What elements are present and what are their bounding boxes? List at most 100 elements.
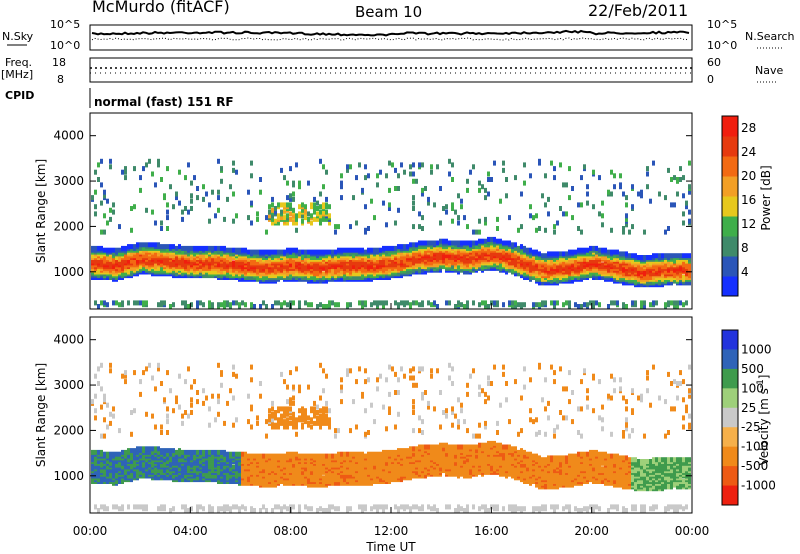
power-cell [175,245,178,251]
velocity-cell [214,449,217,455]
power-cell [256,216,259,222]
power-cell [172,302,175,308]
power-cell [367,226,370,231]
velocity-cell [253,508,256,513]
power-cell [373,247,376,253]
velocity-cell [91,449,94,455]
power-cell [379,258,382,264]
power-cell [421,187,424,193]
power-cell [133,244,136,250]
velocity-cell [145,411,148,417]
velocity-cell [220,370,223,376]
power-cell [298,211,301,217]
power-colorbar-tick: 4 [741,265,749,279]
power-cell [160,244,163,250]
power-cell [328,213,331,219]
power-cell [529,213,532,219]
power-cell [322,164,325,170]
nsearch-tick-bottom: 10^0 [707,39,737,52]
power-cell [277,220,280,226]
velocity-cell [103,417,106,423]
power-cell [166,166,169,172]
power-cell [460,204,463,210]
power-cell [289,247,292,253]
power-cell [523,180,526,186]
velocity-cell [175,449,178,455]
power-cell [451,162,454,168]
power-cell [412,178,415,184]
velocity-cell [142,370,145,376]
velocity-cell [229,506,232,512]
power-cell [106,198,109,204]
power-cell [496,226,499,231]
power-cell [160,177,163,182]
velocity-cell [190,410,193,415]
power-cell [565,300,568,306]
power-cell [586,247,589,253]
velocity-cell [181,413,184,419]
power-cell [328,204,331,210]
power-cell [247,215,250,221]
power-cell [175,271,178,277]
power-cell [427,240,430,246]
power-cell [322,271,325,277]
power-cell [385,173,388,179]
power-cell [595,300,598,306]
power-cell [103,189,106,195]
power-cell [208,202,211,208]
power-cell [556,300,559,306]
power-cell [361,300,364,306]
power-cell [325,196,328,202]
velocity-cell [199,504,202,510]
power-cell [340,269,343,275]
power-cell [598,175,601,181]
noise-panel: N.Sky 10^5 10^0 10^5 10^0 N.Search [2,18,795,52]
power-cell [130,244,133,250]
velocity-cell [217,506,220,512]
power-cell [295,247,298,253]
power-cell [322,249,325,255]
power-cell [310,202,313,208]
beam-title: Beam 10 [355,3,422,21]
power-cell [190,180,193,186]
velocity-cell [166,406,169,412]
power-cell [487,171,490,177]
power-cell [553,251,556,257]
power-cell [580,304,583,309]
power-cell [226,196,229,202]
power-cell [376,253,379,259]
velocity-cell [163,397,166,403]
velocity-cell [247,393,250,399]
power-cell [364,164,367,170]
velocity-cell [130,410,133,415]
power-cell [205,245,208,251]
power-cell [679,253,682,259]
power-cell [196,304,199,309]
power-cell [115,258,118,264]
power-cell [274,206,277,211]
power-cell [472,164,475,170]
velocity-cell [211,393,214,399]
power-cell [403,169,406,175]
power-cell [412,300,415,306]
velocity-cell [235,373,238,379]
power-cell [163,193,166,199]
velocity-cell [181,504,184,510]
power-cell [346,302,349,308]
power-cell [274,209,277,215]
power-cell [670,300,673,306]
power-cell [547,251,550,257]
power-cell [562,302,565,308]
power-cell [637,191,640,197]
power-cell [613,249,616,255]
power-cell [259,304,262,309]
power-cell [217,302,220,308]
power-cell [295,213,298,219]
power-cell [298,300,301,306]
power-cell [223,245,226,251]
power-cell [340,184,343,190]
power-cell [145,162,148,168]
power-cell [199,245,202,251]
power-cell [679,300,682,306]
power-cell [514,300,517,306]
